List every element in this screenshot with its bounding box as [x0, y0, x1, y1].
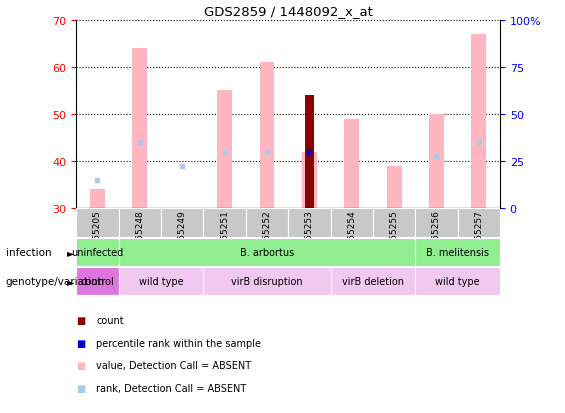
Bar	[246, 209, 288, 237]
Bar	[373, 209, 415, 237]
Bar	[119, 267, 203, 295]
Bar	[203, 267, 331, 295]
Bar	[471, 35, 486, 209]
Bar	[415, 209, 458, 237]
Bar	[331, 267, 415, 295]
Bar	[76, 267, 119, 295]
Bar	[458, 209, 500, 237]
Text: GSM155251: GSM155251	[220, 210, 229, 265]
Text: value, Detection Call = ABSENT: value, Detection Call = ABSENT	[96, 361, 251, 370]
Text: GSM155257: GSM155257	[475, 210, 483, 265]
Bar	[415, 238, 500, 266]
Bar	[415, 267, 500, 295]
Bar	[386, 166, 402, 209]
Bar	[161, 209, 203, 237]
Text: GSM155249: GSM155249	[178, 210, 186, 265]
Text: count: count	[96, 315, 124, 325]
Text: GSM155205: GSM155205	[93, 210, 102, 265]
Text: B. arbortus: B. arbortus	[240, 247, 294, 257]
Text: GSM155254: GSM155254	[347, 210, 356, 265]
Bar	[305, 96, 314, 209]
Text: ■: ■	[76, 383, 85, 393]
Text: rank, Detection Call = ABSENT: rank, Detection Call = ABSENT	[96, 383, 246, 393]
Text: infection: infection	[6, 247, 51, 257]
Text: virB disruption: virB disruption	[231, 276, 303, 286]
Bar	[119, 209, 161, 237]
Bar	[429, 114, 444, 209]
Bar	[132, 49, 147, 209]
Text: ■: ■	[76, 315, 85, 325]
Bar	[90, 190, 105, 209]
Text: wild type: wild type	[139, 276, 183, 286]
Text: ►: ►	[67, 247, 74, 257]
Bar	[217, 91, 232, 209]
Text: GSM155253: GSM155253	[305, 210, 314, 265]
Bar	[302, 152, 317, 209]
Text: ■: ■	[76, 338, 85, 348]
Text: GSM155255: GSM155255	[390, 210, 398, 265]
Text: ■: ■	[76, 361, 85, 370]
Text: GSM155252: GSM155252	[263, 210, 271, 265]
Bar	[288, 209, 331, 237]
Bar	[344, 119, 359, 209]
Text: GSM155248: GSM155248	[136, 210, 144, 265]
Text: wild type: wild type	[436, 276, 480, 286]
Title: GDS2859 / 1448092_x_at: GDS2859 / 1448092_x_at	[204, 5, 372, 18]
Text: B. melitensis: B. melitensis	[426, 247, 489, 257]
Bar	[76, 238, 119, 266]
Text: genotype/variation: genotype/variation	[6, 276, 105, 286]
Text: ►: ►	[67, 276, 74, 286]
Text: virB deletion: virB deletion	[342, 276, 404, 286]
Bar	[203, 209, 246, 237]
Bar	[119, 238, 415, 266]
Text: percentile rank within the sample: percentile rank within the sample	[96, 338, 261, 348]
Text: uninfected: uninfected	[71, 247, 124, 257]
Bar	[76, 209, 119, 237]
Bar	[259, 63, 275, 209]
Bar	[331, 209, 373, 237]
Text: GSM155256: GSM155256	[432, 210, 441, 265]
Text: control: control	[81, 276, 114, 286]
